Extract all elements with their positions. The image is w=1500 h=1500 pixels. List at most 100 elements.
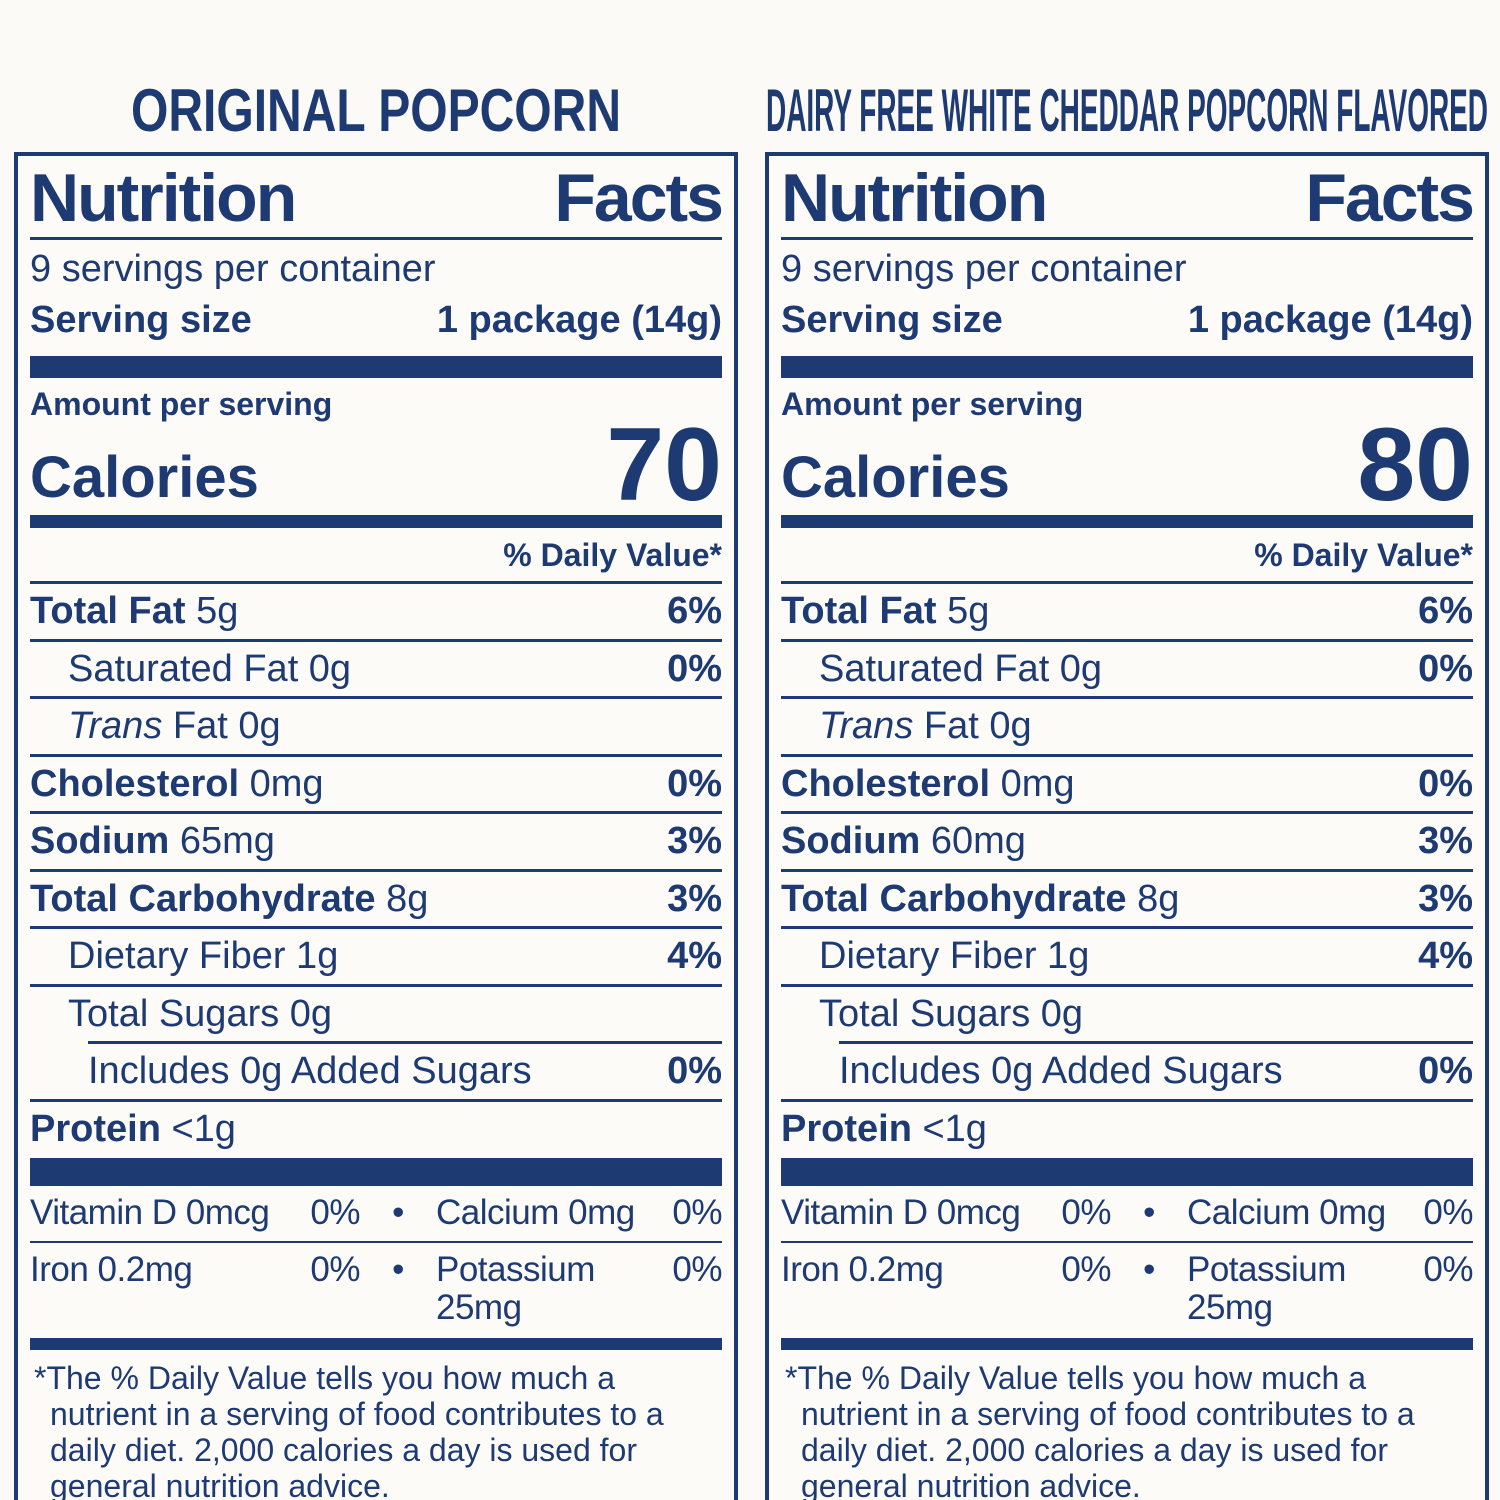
nutrition-facts-panel: Nutrition Facts 9 servings per container…: [765, 152, 1489, 1500]
calories-row: Calories 70: [30, 406, 722, 523]
nutrient-name: Cholesterol 0mg: [30, 762, 324, 805]
micronutrient-row: Vitamin D 0mcg 0% • Calcium 0mg 0%: [30, 1186, 722, 1241]
nutrient-row: Protein <1g: [781, 1098, 1473, 1157]
nutrient-name: Protein <1g: [781, 1107, 987, 1150]
calories-row: Calories 80: [781, 413, 1473, 517]
micronutrient-row: Iron 0.2mg 0% • Potassium 25mg 0%: [30, 1240, 722, 1336]
nutrient-daily-value: 3%: [1418, 820, 1473, 863]
nutrient-row: Dietary Fiber 1g 4%: [781, 926, 1473, 984]
divider-bar-thick: [781, 355, 1473, 378]
nutrient-name: Total Sugars 0g: [68, 992, 333, 1035]
nutrient-row: Saturated Fat 0g 0%: [781, 638, 1473, 697]
nutrient-name: Total Fat 5g: [30, 590, 239, 633]
nutrient-row: Includes 0g Added Sugars 0%: [781, 1044, 1473, 1099]
amount-per-serving-label: Amount per serving: [30, 385, 333, 422]
nutrient-row: Total Carbohydrate 8g 3%: [781, 868, 1473, 927]
bullet-separator-icon: •: [1143, 1249, 1155, 1289]
nutrition-facts-title: Nutrition Facts: [781, 160, 1475, 236]
calories-label: Calories: [30, 445, 259, 511]
micronutrient-name: Potassium 25mg: [1187, 1249, 1346, 1328]
nutrient-row: Dietary Fiber 1g 4%: [30, 926, 722, 984]
micronutrient-right: Calcium 0mg 0%: [1187, 1194, 1473, 1233]
nutrient-row: Trans Fat 0g: [30, 696, 722, 754]
nutrient-name: Protein <1g: [30, 1107, 236, 1150]
title-divider: [30, 237, 722, 241]
serving-size-label: Serving size: [781, 299, 1003, 342]
nutrient-row: Total Fat 5g 6%: [30, 581, 722, 639]
nutrient-row: Cholesterol 0mg 0%: [30, 753, 722, 812]
nutrient-name: Dietary Fiber 1g: [68, 935, 339, 978]
nutrient-daily-value: 0%: [667, 647, 722, 690]
nutrient-row: Total Sugars 0g: [30, 983, 722, 1042]
micronutrient-name: Calcium 0mg: [1187, 1193, 1386, 1233]
nutrient-daily-value: 0%: [667, 1050, 722, 1093]
micronutrient-name: Iron 0.2mg: [30, 1249, 193, 1289]
micronutrient-daily-value: 0%: [310, 1249, 360, 1289]
micronutrient-rows: Vitamin D 0mcg 0% • Calcium 0mg 0% Iron 0.2mg…: [781, 1186, 1473, 1336]
micronutrient-name: Calcium 0mg: [436, 1193, 635, 1233]
label-original-popcorn: ORIGINAL POPCORN Nutrition Facts 9 servi…: [14, 84, 738, 1500]
product-title-text: ORIGINAL POPCORN: [131, 84, 621, 142]
micronutrient-row: Vitamin D 0mcg 0% • Calcium 0mg 0%: [781, 1186, 1473, 1241]
nutrient-daily-value: 0%: [1418, 647, 1473, 690]
micronutrient-name: Iron 0.2mg: [781, 1249, 944, 1289]
divider-bar-thick: [781, 1158, 1473, 1187]
micronutrient-daily-value: 0%: [1061, 1249, 1111, 1289]
nutrient-row: Total Fat 5g 6%: [781, 581, 1473, 639]
nutrient-name: Includes 0g Added Sugars: [88, 1050, 532, 1093]
nutrient-row: Cholesterol 0mg 0%: [781, 753, 1473, 812]
nutrient-rows: Total Fat 5g 6% Saturated Fat 0g 0% Trans Fa…: [30, 581, 722, 1156]
daily-value-header: % Daily Value*: [503, 537, 722, 574]
nutrient-daily-value: 3%: [667, 820, 722, 863]
indented-divider: [839, 1041, 1473, 1045]
micronutrient-right: Potassium 25mg 0%: [1187, 1249, 1473, 1328]
daily-value-header: % Daily Value*: [1254, 537, 1473, 574]
divider-bar-medium: [30, 1337, 722, 1350]
micronutrient-left: Vitamin D 0mcg 0%: [30, 1194, 360, 1233]
serving-size-row: Serving size 1 package (14g): [781, 292, 1473, 356]
amount-per-serving-label: Amount per serving: [781, 385, 1084, 422]
servings-per-container: 9 servings per container: [781, 248, 1187, 291]
nutrient-row: Trans Fat 0g: [781, 696, 1473, 754]
micronutrient-name: Potassium 25mg: [436, 1249, 595, 1328]
nutrient-row: Sodium 60mg 3%: [781, 811, 1473, 869]
title-divider: [781, 237, 1473, 241]
nutrient-name: Sodium 65mg: [30, 820, 275, 863]
serving-size-value: 1 package (14g): [436, 299, 722, 342]
bullet-separator-icon: •: [392, 1249, 404, 1289]
micronutrient-daily-value: 0%: [672, 1193, 722, 1233]
daily-value-footnote: *The % Daily Value tells you how much a …: [34, 1359, 664, 1500]
nutrient-name: Total Sugars 0g: [819, 992, 1084, 1035]
calories-value: 70: [606, 406, 722, 523]
nutrient-row: Total Carbohydrate 8g 3%: [30, 868, 722, 927]
divider-bar-medium: [781, 1337, 1473, 1350]
micronutrient-rows: Vitamin D 0mcg 0% • Calcium 0mg 0% Iron 0.2mg…: [30, 1186, 722, 1336]
nutrient-name: Total Fat 5g: [781, 590, 990, 633]
divider-bar-medium: [30, 515, 722, 529]
nutrient-daily-value: 0%: [1418, 1050, 1473, 1093]
product-title: DAIRY FREE WHITE CHEDDAR POPCORN FLAVORE…: [766, 84, 1488, 142]
nutrient-daily-value: 3%: [667, 877, 722, 920]
product-title-text: DAIRY FREE WHITE CHEDDAR POPCORN FLAVORE…: [766, 84, 1488, 142]
nutrient-row: Protein <1g: [30, 1098, 722, 1157]
nutrient-row: Total Sugars 0g: [781, 983, 1473, 1042]
micronutrient-daily-value: 0%: [1423, 1249, 1473, 1289]
divider-bar-thick: [30, 355, 722, 378]
nutrient-name: Trans Fat 0g: [819, 705, 1032, 748]
micronutrient-daily-value: 0%: [1423, 1193, 1473, 1233]
nutrient-name: Cholesterol 0mg: [781, 762, 1075, 805]
nutrient-name: Trans Fat 0g: [68, 705, 281, 748]
divider-bar-thick: [30, 1158, 722, 1187]
nutrient-daily-value: 3%: [1418, 877, 1473, 920]
nutrition-facts-title: Nutrition Facts: [30, 160, 724, 236]
micronutrient-name: Vitamin D 0mcg: [781, 1193, 1021, 1233]
nutrient-name: Sodium 60mg: [781, 820, 1026, 863]
nutrient-name: Saturated Fat 0g: [819, 647, 1103, 690]
divider-bar-medium: [781, 515, 1473, 529]
indented-divider: [88, 1041, 722, 1045]
nutrient-name: Dietary Fiber 1g: [819, 935, 1090, 978]
nutrient-row: Includes 0g Added Sugars 0%: [30, 1044, 722, 1099]
nutrition-facts-panel: Nutrition Facts 9 servings per container…: [14, 152, 738, 1500]
servings-per-container: 9 servings per container: [30, 248, 436, 291]
